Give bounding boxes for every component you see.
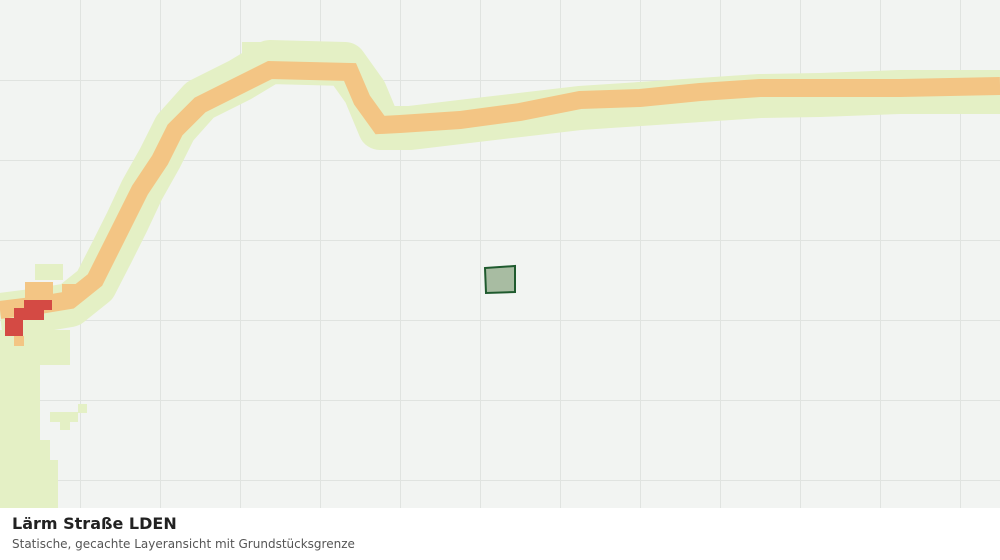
noise-high <box>5 300 52 336</box>
layer-title: Lärm Straße LDEN <box>12 514 177 533</box>
noise-medium <box>0 60 1000 346</box>
parcel-boundary[interactable] <box>483 264 516 295</box>
caption: Lärm Straße LDEN Statische, gecachte Lay… <box>0 508 1000 560</box>
layer-subtitle: Statische, gecachte Layeransicht mit Gru… <box>12 537 355 551</box>
map <box>0 0 1000 508</box>
